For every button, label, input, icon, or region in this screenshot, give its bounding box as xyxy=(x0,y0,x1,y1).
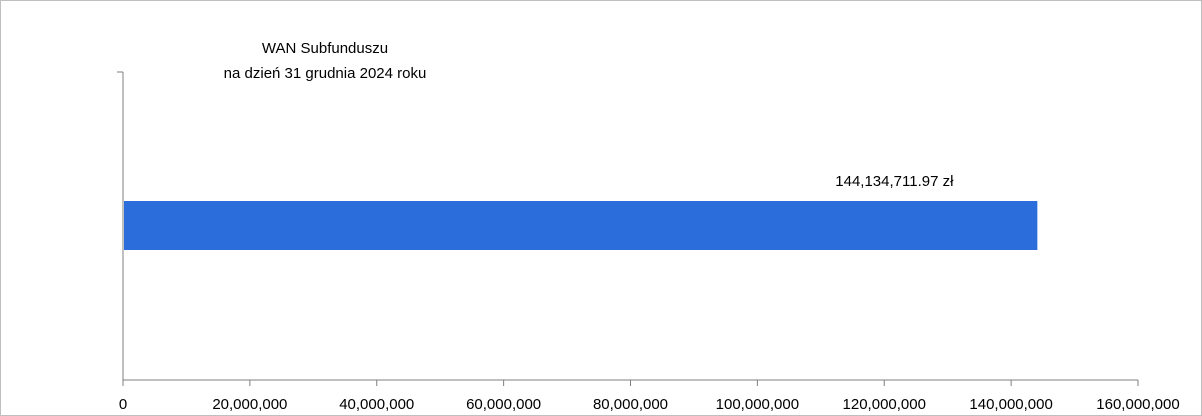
bars xyxy=(124,201,1038,250)
chart-title: WAN Subfunduszu na dzień 31 grudnia 2024… xyxy=(224,40,427,82)
x-tick-label: 100,000,000 xyxy=(716,396,799,413)
x-tick-label: 0 xyxy=(119,396,127,413)
x-axis-ticks: 0 20,000,000 40,000,000 60,000,000 80,000,00… xyxy=(119,380,1180,413)
x-tick-label: 160,000,000 xyxy=(1096,396,1179,413)
x-tick-label: 60,000,000 xyxy=(466,396,541,413)
x-tick-label: 140,000,000 xyxy=(969,396,1052,413)
x-tick-label: 120,000,000 xyxy=(843,396,926,413)
bar-data-label: 144,134,711.97 zł xyxy=(835,173,954,190)
data-labels: 144,134,711.97 zł xyxy=(835,173,954,190)
x-tick-label: 80,000,000 xyxy=(593,396,668,413)
chart-title-line-2: na dzień 31 grudnia 2024 roku xyxy=(224,65,427,82)
chart-title-line-1: WAN Subfunduszu xyxy=(262,40,388,57)
x-tick-label: 40,000,000 xyxy=(339,396,414,413)
bar xyxy=(124,201,1038,250)
x-tick-label: 20,000,000 xyxy=(212,396,287,413)
